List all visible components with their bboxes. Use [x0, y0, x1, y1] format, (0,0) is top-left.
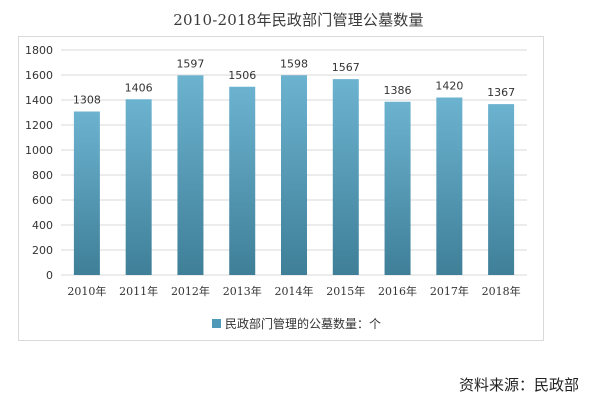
chart-title: 2010-2018年民政部门管理公墓数量	[173, 11, 424, 29]
legend-label: 民政部门管理的公墓数量：个	[225, 317, 382, 331]
data-label: 1386	[384, 84, 412, 97]
x-tick-label: 2017年	[430, 284, 469, 298]
y-tick-label: 800	[32, 169, 53, 182]
bar	[177, 75, 204, 275]
bar	[281, 75, 307, 275]
y-tick-label: 600	[32, 194, 53, 207]
y-tick-label: 1400	[25, 94, 53, 107]
bar	[73, 111, 100, 275]
bar	[436, 97, 463, 275]
bar	[384, 101, 411, 275]
data-label: 1308	[73, 94, 101, 107]
bar	[332, 79, 359, 275]
x-tick-label: 2016年	[378, 284, 417, 298]
legend: 民政部门管理的公墓数量：个	[212, 315, 381, 332]
x-tick-label: 2011年	[119, 284, 158, 298]
x-tick-label: 2012年	[171, 284, 210, 298]
data-label: 1506	[228, 69, 256, 82]
y-tick-label: 1200	[25, 119, 53, 132]
y-tick-label: 1800	[25, 44, 53, 57]
bar	[488, 104, 515, 275]
bar	[125, 99, 152, 275]
legend-swatch	[212, 319, 221, 328]
x-tick-label: 2010年	[67, 284, 106, 298]
x-tick-label: 2013年	[223, 284, 262, 298]
y-tick-label: 400	[32, 219, 53, 232]
data-labels: 1308 1406 1597 1506 1598 1567 1386 1420 1367	[73, 57, 515, 106]
y-tick-label: 1600	[25, 69, 53, 82]
data-label: 1598	[280, 57, 308, 70]
x-axis-ticks: 2010年 2011年 2012年 2013年 2014年 2015年 2016年 2017年…	[67, 284, 520, 298]
data-label: 1567	[332, 61, 360, 74]
source-note: 资料来源：民政部	[458, 376, 579, 394]
y-tick-label: 200	[32, 244, 53, 257]
data-label: 1406	[125, 81, 153, 94]
y-tick-label: 0	[46, 269, 53, 282]
y-axis-ticks: 0 200 400 600 800 1000 1200 1400 1600 1800	[25, 44, 53, 282]
bar	[229, 86, 256, 275]
y-tick-label: 1000	[25, 144, 53, 157]
x-tick-label: 2015年	[326, 284, 365, 298]
bars	[73, 75, 515, 275]
x-tick-label: 2018年	[482, 284, 521, 298]
data-label: 1367	[487, 86, 515, 99]
data-label: 1420	[435, 80, 463, 93]
x-tick-label: 2014年	[275, 284, 314, 298]
data-label: 1597	[176, 57, 204, 70]
